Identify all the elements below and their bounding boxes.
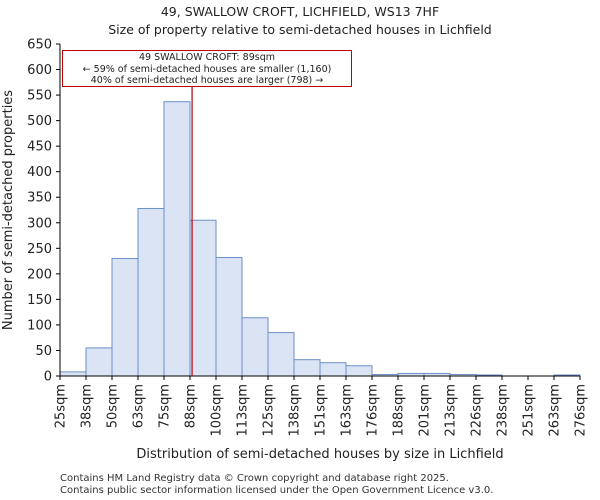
x-tick-label: 213sqm: [444, 384, 459, 437]
y-tick-label: 400: [27, 165, 52, 180]
x-tick-label: 176sqm: [366, 384, 381, 437]
y-tick-label: 100: [27, 318, 52, 333]
x-axis-label: Distribution of semi-detached houses by …: [136, 447, 503, 462]
x-tick-label: 125sqm: [262, 384, 277, 437]
x-tick-label: 113sqm: [236, 384, 251, 437]
bar: [189, 219, 217, 377]
x-tick-label: 188sqm: [392, 384, 407, 437]
y-tick-label: 450: [27, 140, 52, 155]
x-tick-label: 276sqm: [574, 384, 589, 437]
bar: [345, 365, 373, 377]
x-tick-label: 63sqm: [132, 384, 147, 428]
y-tick-label: 650: [27, 38, 52, 53]
bar: [137, 207, 165, 377]
x-tick-label: 201sqm: [418, 384, 433, 437]
y-tick-label: 600: [27, 63, 52, 78]
y-tick-label: 350: [27, 191, 52, 206]
bar: [319, 362, 347, 377]
y-tick-label: 50: [35, 344, 52, 359]
x-tick-label: 25sqm: [54, 384, 69, 428]
x-tick-label: 263sqm: [548, 384, 563, 437]
x-tick-label: 100sqm: [210, 384, 225, 437]
bar: [163, 101, 191, 377]
bar: [59, 371, 87, 377]
y-tick-label: 150: [27, 293, 52, 308]
x-tick-label: 138sqm: [288, 384, 303, 437]
bar: [293, 359, 321, 377]
chart-title: Size of property relative to semi-detach…: [108, 22, 492, 37]
bar: [267, 332, 295, 377]
x-tick-label: 151sqm: [314, 384, 329, 437]
bar: [215, 257, 243, 377]
chart-title-address: 49, SWALLOW CROFT, LICHFIELD, WS13 7HF: [160, 4, 440, 19]
y-tick-label: 200: [27, 267, 52, 282]
bar: [85, 347, 113, 377]
annotation-line-1: 49 SWALLOW CROFT: 89sqm: [139, 52, 275, 63]
x-tick-label: 163sqm: [340, 384, 355, 437]
annotation-box: 49 SWALLOW CROFT: 89sqm ← 59% of semi-de…: [62, 50, 352, 87]
annotation-line-2: ← 59% of semi-detached houses are smalle…: [82, 63, 332, 75]
y-axis-label: Number of semi-detached properties: [1, 90, 16, 330]
y-tick-label: 0: [44, 370, 52, 385]
footer-line-1: Contains HM Land Registry data © Crown c…: [60, 473, 449, 484]
x-tick-label: 38sqm: [80, 384, 95, 428]
y-tick-label: 300: [27, 216, 52, 231]
bar: [241, 317, 269, 377]
x-tick-label: 251sqm: [522, 384, 537, 437]
x-tick-label: 226sqm: [470, 384, 485, 437]
y-tick-label: 500: [27, 114, 52, 129]
x-tick-label: 238sqm: [496, 384, 511, 437]
annotation-line-3: 40% of semi-detached houses are larger (…: [90, 75, 324, 86]
x-tick-label: 88sqm: [184, 384, 199, 428]
y-tick-label: 550: [27, 89, 52, 104]
x-tick-label: 50sqm: [106, 384, 121, 428]
x-tick-label: 75sqm: [158, 384, 173, 428]
footer-line-2: Contains public sector information licen…: [60, 485, 494, 496]
y-tick-label: 250: [27, 242, 52, 257]
bar: [111, 258, 139, 377]
